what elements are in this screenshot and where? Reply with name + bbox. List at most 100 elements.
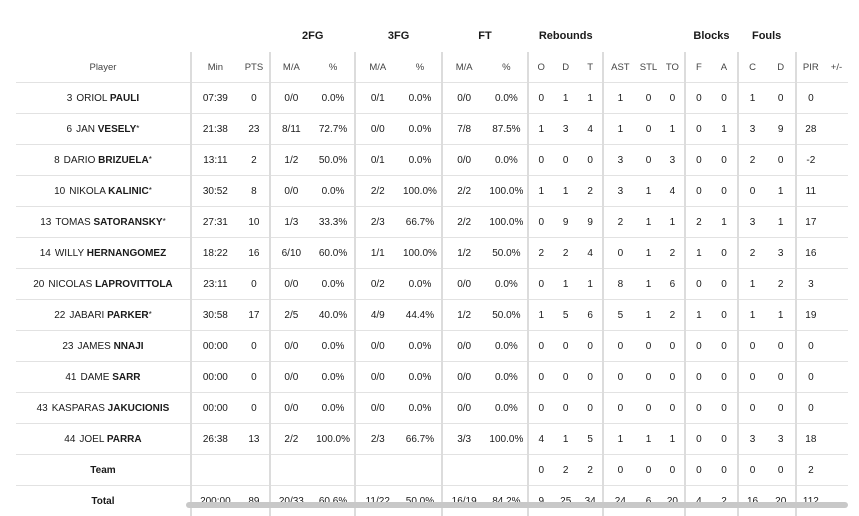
cell-reb-o: 0 (527, 268, 554, 300)
cell-pts: 16 (238, 237, 271, 269)
player-last-name: SATORANSKY (93, 216, 163, 228)
player-name-cell[interactable]: 20 NICOLAS LAPROVITTOLA (16, 268, 191, 300)
cell-threefg-ma: 11/22 (354, 485, 400, 516)
cell-blk-f: 0 (684, 392, 712, 424)
cell-threefg-pct: 100.0% (399, 237, 442, 269)
cell-threefg-pct: 50.0% (399, 485, 442, 516)
cell-pm (824, 361, 848, 393)
cell-twofg-pct (311, 454, 356, 486)
header-stl[interactable]: STL (639, 61, 658, 73)
header-ft-pct[interactable]: % (502, 61, 511, 73)
cell-min: 26:38 (189, 423, 239, 455)
cell-ast: 3 (602, 144, 637, 176)
player-name-cell[interactable]: 3 ORIOL PAULI (16, 82, 191, 114)
horizontal-scrollbar[interactable] (186, 502, 848, 508)
cell-foul-c: 3 (736, 206, 767, 238)
player-name-cell[interactable]: 8 DARIO BRIZUELA* (16, 144, 191, 176)
header-plus-minus[interactable]: +/- (830, 61, 843, 73)
header-min[interactable]: Min (189, 52, 239, 83)
cell-foul-c: 1 (736, 299, 767, 331)
cell-twofg-pct: 0.0% (311, 82, 356, 114)
player-name-cell[interactable]: 6 JAN VESELY* (16, 113, 191, 145)
cell-reb-d: 1 (553, 423, 579, 455)
cell-pts: 10 (238, 206, 271, 238)
cell-pir: 28 (794, 113, 825, 145)
player-name-cell[interactable]: 14 WILLY HERNANGOMEZ (16, 237, 191, 269)
cell-reb-t: 0 (578, 361, 604, 393)
cell-threefg-ma: 4/9 (354, 299, 400, 331)
table-row: 10 NIKOLA KALINIC* 30:52 8 0/0 0.0% 2/2 100.0% 2… (16, 175, 848, 207)
header-ft-ma[interactable]: M/A (440, 52, 486, 83)
cell-twofg-pct: 0.0% (311, 268, 356, 300)
player-last-name: LAPROVITTOLA (95, 278, 173, 290)
cell-min: 00:00 (189, 330, 239, 362)
cell-pm (824, 392, 848, 424)
cell-ft-ma: 1/2 (440, 299, 486, 331)
header-pir[interactable]: PIR (794, 52, 825, 83)
cell-twofg-ma: 2/2 (269, 423, 312, 455)
cell-foul-d: 0 (766, 144, 796, 176)
cell-ft-pct: 0.0% (485, 268, 529, 300)
header-blk-a[interactable]: A (720, 61, 728, 73)
header-ast[interactable]: AST (602, 52, 637, 83)
cell-ft-ma: 1/2 (440, 237, 486, 269)
cell-pir: 11 (794, 175, 825, 207)
cell-pir: 0 (794, 82, 825, 114)
cell-twofg-pct: 0.0% (311, 361, 356, 393)
cell-twofg-pct: 0.0% (311, 330, 356, 362)
player-number: 14 (39, 247, 51, 259)
header-3fg-pct[interactable]: % (415, 61, 425, 73)
header-to[interactable]: TO (665, 61, 679, 73)
cell-blk-a: 0 (711, 392, 738, 424)
cell-reb-t: 2 (578, 175, 604, 207)
cell-ast: 3 (602, 175, 637, 207)
header-3fg-ma[interactable]: M/A (354, 52, 400, 83)
cell-threefg-pct: 66.7% (399, 423, 442, 455)
cell-threefg-pct: 0.0% (399, 392, 442, 424)
player-name-cell[interactable]: 23 JAMES NNAJI (16, 330, 191, 362)
header-foul-c[interactable]: C (736, 52, 767, 83)
header-reb-o[interactable]: O (527, 52, 554, 83)
cell-pm (824, 299, 848, 331)
header-pts[interactable]: PTS (244, 61, 264, 73)
header-reb-t[interactable]: T (587, 61, 594, 73)
player-name-cell[interactable]: 22 JABARI PARKER* (16, 299, 191, 331)
cell-reb-o: 1 (527, 299, 554, 331)
cell-reb-d: 0 (553, 361, 579, 393)
header-player[interactable]: Player (89, 61, 117, 73)
player-name-cell[interactable]: 13 TOMAS SATORANSKY* (16, 206, 191, 238)
cell-pts: 2 (238, 144, 271, 176)
player-name-cell[interactable]: 41 DAME SARR (16, 361, 191, 393)
player-number: 13 (40, 216, 52, 228)
cell-stl: 0 (636, 144, 661, 176)
player-name-cell[interactable]: 43 KASPARAS JAKUCIONIS (16, 392, 191, 424)
table-row: 3 ORIOL PAULI 07:39 0 0/0 0.0% 0/1 0.0% 0/0 0.0% 0… (16, 82, 848, 114)
cell-foul-c: 0 (736, 454, 767, 486)
header-2fg-ma[interactable]: M/A (269, 52, 312, 83)
group-ft: FT (478, 30, 492, 42)
cell-ft-ma: 2/2 (440, 175, 486, 207)
column-group-header-row: 2FG 3FG FT Rebounds Blocks Fouls (16, 20, 848, 52)
header-blk-f[interactable]: F (684, 52, 712, 83)
cell-pm (824, 454, 848, 486)
header-foul-d[interactable]: D (777, 61, 785, 73)
cell-twofg-pct: 100.0% (311, 423, 356, 455)
cell-foul-c: 2 (736, 237, 767, 269)
cell-threefg-ma: 0/0 (354, 392, 400, 424)
player-name-cell[interactable]: 44 JOEL PARRA (16, 423, 191, 455)
header-reb-d[interactable]: D (562, 61, 570, 73)
cell-foul-c: 2 (736, 144, 767, 176)
player-first-name: KASPARAS (51, 402, 105, 414)
cell-twofg-ma: 0/0 (269, 330, 312, 362)
header-2fg-pct[interactable]: % (328, 61, 338, 73)
cell-reb-t: 5 (578, 423, 604, 455)
cell-ft-pct: 50.0% (485, 299, 529, 331)
cell-blk-a: 0 (711, 454, 738, 486)
cell-pm (824, 144, 848, 176)
cell-reb-t: 0 (578, 144, 604, 176)
cell-ft-ma (440, 454, 486, 486)
group-blocks: Blocks (693, 30, 730, 42)
player-name-cell[interactable]: 10 NIKOLA KALINIC* (16, 175, 191, 207)
cell-pts (238, 454, 271, 486)
cell-twofg-ma: 0/0 (269, 392, 312, 424)
